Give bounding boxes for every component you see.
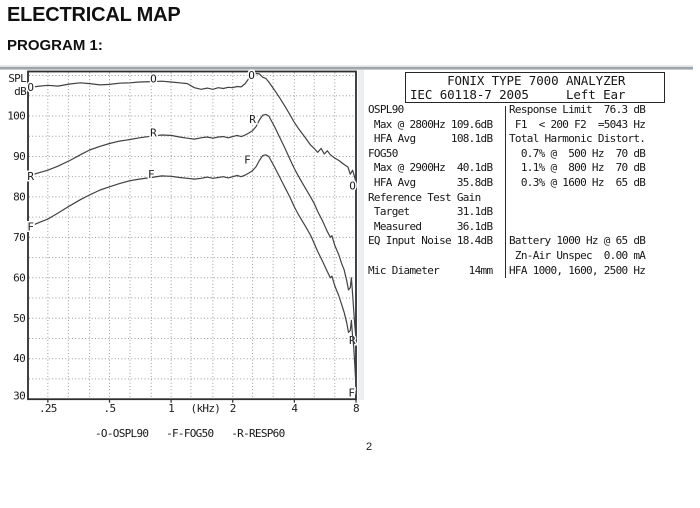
svg-text:60: 60 xyxy=(13,271,25,284)
svg-text:4: 4 xyxy=(291,402,298,415)
svg-text:80: 80 xyxy=(13,190,25,203)
svg-text:dB: dB xyxy=(14,85,27,98)
analyzer-header-box: FONIX TYPE 7000 ANALYZER IEC 60118-7 200… xyxy=(405,72,665,103)
curve-marker-resp60: R xyxy=(249,113,256,126)
curve-marker-ospl90: O xyxy=(150,72,157,85)
curve-marker-fog50: F xyxy=(148,168,155,181)
curve-marker-resp60: R xyxy=(150,127,157,140)
chart-legend: -O-OSPL90 -F-FOG50 -R-RESP60 xyxy=(95,427,285,440)
svg-text:(kHz): (kHz) xyxy=(191,402,221,415)
column-divider xyxy=(505,106,507,278)
measurements-right-column: Response Limit 76.3 dB F1 < 200 F2 =5043… xyxy=(509,103,646,277)
program-heading: PROGRAM 1: xyxy=(7,37,103,54)
page-number: 2 xyxy=(366,441,373,453)
curve-marker-fog50: F xyxy=(244,153,251,166)
svg-text:1: 1 xyxy=(168,402,174,415)
svg-text:30: 30 xyxy=(13,390,25,403)
svg-text:100: 100 xyxy=(7,110,25,123)
analyzer-header-text: FONIX TYPE 7000 ANALYZER IEC 60118-7 200… xyxy=(410,73,626,102)
curve-marker-fog50: F xyxy=(27,220,34,233)
svg-text:SPL: SPL xyxy=(8,72,27,85)
separator-bar xyxy=(0,65,693,70)
svg-text:40: 40 xyxy=(13,352,25,365)
svg-text:8: 8 xyxy=(353,402,359,415)
svg-text:50: 50 xyxy=(13,312,25,325)
chart-right-shadow xyxy=(358,70,364,400)
curve-marker-ospl90: O xyxy=(248,69,255,82)
svg-text:.5: .5 xyxy=(104,402,116,415)
svg-text:2: 2 xyxy=(230,402,236,415)
curve-marker-fog50: F xyxy=(348,387,355,400)
curve-resp60 xyxy=(27,113,357,339)
svg-text:70: 70 xyxy=(13,231,25,244)
page-title: ELECTRICAL MAP xyxy=(7,4,181,26)
curve-marker-ospl90: O xyxy=(349,180,356,193)
curve-marker-resp60: R xyxy=(27,170,34,183)
curve-fog50 xyxy=(27,154,357,388)
measurements-left-column: OSPL90 Max @ 2800Hz 109.6dB HFA Avg 108.… xyxy=(368,103,493,277)
curve-marker-ospl90: O xyxy=(27,81,34,94)
curve-ospl90 xyxy=(27,72,357,183)
svg-text:.25: .25 xyxy=(39,402,57,415)
svg-text:90: 90 xyxy=(13,150,25,163)
